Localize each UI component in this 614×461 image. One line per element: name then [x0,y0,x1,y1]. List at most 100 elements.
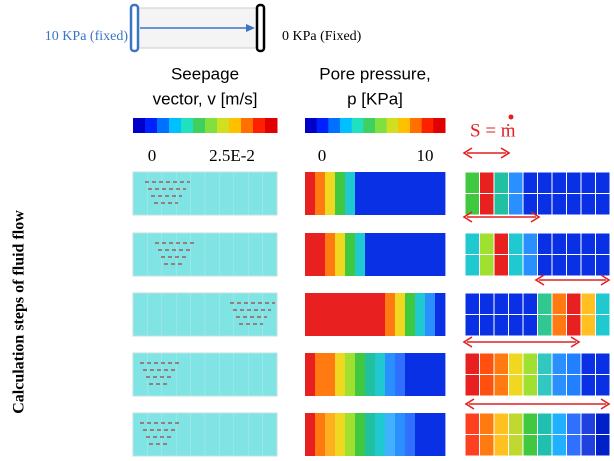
source-cell [509,375,524,397]
pressure-cell [335,233,345,276]
source-cell [567,194,582,216]
source-cell [494,172,509,194]
pressure-cell [345,293,355,336]
pressure-cell [425,172,435,215]
source-cell [596,375,611,397]
scale-label: 0 [148,146,157,165]
source-cell [552,172,567,194]
source-cell [523,293,538,315]
pressure-cell [405,233,415,276]
source-cell [552,255,567,277]
colorbar-cell [169,118,182,133]
source-cell [596,413,611,435]
source-cell [480,255,495,277]
column-title: S = ṁ [470,120,516,141]
colorbar-cell [317,118,329,133]
source-cell [567,353,582,375]
source-cell [538,255,553,277]
pressure-cell [365,353,375,396]
panels [133,115,610,457]
source-cell [494,233,509,255]
pressure-cell [335,353,345,396]
source-cell [494,413,509,435]
source-cell [465,233,480,255]
outlet-boundary [257,5,264,51]
source-cell [538,435,553,457]
colorbar-cell [145,118,158,133]
pressure-cell [385,353,395,396]
pressure-cell [365,413,375,456]
source-cell [465,255,480,277]
column-title: Pore pressure, [319,64,431,83]
pressure-cell [335,413,345,456]
source-cell [552,315,567,337]
pressure-cell [395,353,405,396]
source-cell [538,233,553,255]
pressure-cell [325,353,335,396]
colorbar-cell [205,118,218,133]
pressure-cell [325,293,335,336]
pressure-cell [425,353,435,396]
pressure-cell [305,413,315,456]
source-cell [538,194,553,216]
colorbar-cell [217,118,230,133]
source-cell [509,194,524,216]
scale-label: 0 [318,146,327,165]
source-cell [509,172,524,194]
pressure-cell [365,233,375,276]
colorbar-cell [375,118,387,133]
pressure-cell [425,293,435,336]
source-cell [494,315,509,337]
source-cell [581,375,596,397]
source-cell [509,233,524,255]
pressure-cell [415,293,425,336]
side-label: Calculation steps of fluid flow [11,210,28,414]
colorbar-cell [352,118,364,133]
source-cell [552,293,567,315]
source-cell [494,435,509,457]
pressure-cell [435,233,445,276]
source-cell [480,233,495,255]
colorbar-cell [229,118,242,133]
source-cell [494,353,509,375]
source-cell [509,315,524,337]
pressure-cell [395,293,405,336]
pressure-cell [315,233,325,276]
source-cell [509,255,524,277]
pressure-cell [305,233,315,276]
pressure-cell [335,172,345,215]
source-cell [523,413,538,435]
pressure-cell [425,413,435,456]
pressure-cell [415,172,425,215]
pressure-cell [385,413,395,456]
source-cell [480,172,495,194]
pressure-cell [375,413,385,456]
colorbar-cell [265,118,278,133]
source-cell [523,315,538,337]
source-cell [581,233,596,255]
source-cell [567,375,582,397]
source-cell [465,375,480,397]
pressure-cell [395,413,405,456]
source-cell [509,353,524,375]
source-cell [581,353,596,375]
source-cell [494,194,509,216]
source-cell [596,293,611,315]
pressure-cell [325,413,335,456]
colorbar-cell [398,118,410,133]
source-cell [552,233,567,255]
figure: 10 KPa (fixed) 0 KPa (Fixed) Seepage vec… [0,0,614,461]
source-cell [567,172,582,194]
source-cell [567,435,582,457]
source-cell [552,435,567,457]
column-title: Seepage [171,64,239,83]
source-cell [480,375,495,397]
right-boundary-label: 0 KPa (Fixed) [282,29,362,44]
source-cell [523,353,538,375]
source-cell [480,293,495,315]
colorbar-cell [340,118,352,133]
colorbar-cell [387,118,399,133]
pressure-cell [415,233,425,276]
source-cell [465,194,480,216]
pressure-cell [305,293,315,336]
